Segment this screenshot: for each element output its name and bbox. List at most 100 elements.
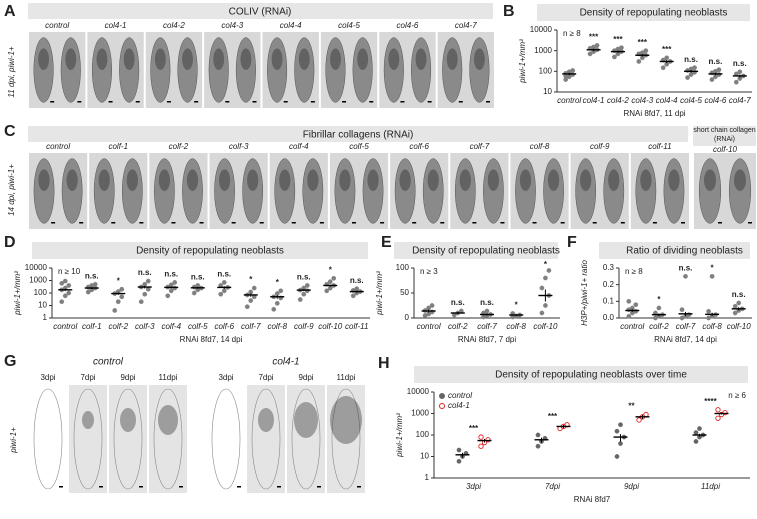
significance-label: n.s.: [138, 268, 152, 277]
y-tick-label: 100: [34, 288, 48, 297]
scale-bar: [427, 101, 432, 103]
data-point: [660, 65, 666, 71]
significance-label: *: [657, 295, 661, 304]
sample-note: n ≥ 6: [728, 391, 746, 400]
scale-bar: [500, 222, 505, 224]
specimen-signal: [96, 48, 108, 70]
x-label: RNAi 8fd7, 7 dpi: [458, 335, 516, 344]
data-point: [535, 432, 541, 438]
specimen-signal: [427, 169, 439, 191]
image-label: colf-4: [289, 142, 309, 151]
significance-label: *: [276, 278, 280, 287]
timepoint-label: 7dpi: [258, 373, 273, 382]
x-tick-label: control: [557, 96, 581, 105]
specimen-signal: [279, 169, 291, 191]
data-point: [248, 298, 254, 303]
data-point: [145, 278, 151, 284]
x-tick-label: colf-7: [676, 322, 696, 331]
specimen: [274, 158, 296, 224]
scale-bar: [50, 101, 55, 103]
x-tick-label: colf-9: [294, 322, 314, 331]
significance-label: n.s.: [217, 270, 231, 279]
image-label: col4-4: [280, 21, 302, 30]
specimen-outline: [73, 388, 103, 490]
image-frame: [69, 385, 107, 493]
significance-label: *: [711, 263, 715, 272]
significance-label: n.s.: [732, 290, 746, 299]
x-tick-label: 11dpi: [701, 482, 720, 491]
scale-bar: [560, 222, 565, 224]
sample-note: n ≥ 3: [420, 267, 438, 276]
specimen-signal: [298, 48, 310, 70]
data-point: [324, 288, 330, 294]
timepoint-label: 7dpi: [80, 373, 95, 382]
x-tick-label: col4-5: [680, 96, 702, 105]
scale-bar: [108, 101, 113, 103]
specimen-signal: [182, 48, 193, 70]
scale-bar: [199, 222, 204, 224]
data-point: [633, 308, 639, 314]
image-frame: [247, 385, 285, 493]
data-point: [693, 439, 699, 444]
specimen-signal: [487, 169, 500, 191]
x-tick-label: colf-10: [727, 322, 752, 331]
image-frame: [149, 385, 187, 493]
data-point: [478, 434, 484, 440]
specimen: [33, 158, 55, 224]
specimen: [93, 158, 115, 224]
significance-label: ***: [638, 38, 648, 47]
significance-label: ***: [548, 412, 558, 421]
y-tick-label: 10000: [530, 25, 553, 34]
image-label: colf-1: [108, 142, 128, 151]
specimen: [334, 158, 356, 224]
data-point: [62, 278, 68, 284]
specimen-outline: [153, 388, 183, 490]
specimen-signal: [126, 169, 138, 191]
significance-label: n.s.: [164, 270, 178, 279]
image-label: col4-6: [397, 21, 419, 30]
data-point: [350, 293, 356, 299]
legend-marker: [439, 393, 445, 399]
specimen-signal: [640, 169, 652, 191]
specimen-signal: [330, 48, 341, 70]
specimen-outline: [251, 388, 281, 490]
y-tick-label: 10: [420, 452, 429, 461]
data-point: [618, 441, 623, 446]
data-point: [543, 303, 548, 308]
data-point: [535, 443, 541, 449]
data-point: [251, 285, 257, 291]
specimen-signal: [734, 169, 746, 191]
significance-label: ***: [589, 33, 599, 42]
x-tick-label: colf-11: [345, 322, 368, 331]
timepoint-label: 9dpi: [120, 373, 135, 382]
data-point: [142, 291, 148, 297]
specimen: [422, 158, 444, 224]
scale-bar: [225, 101, 230, 103]
significance-label: *: [515, 301, 519, 310]
significance-label: n.s.: [733, 59, 747, 68]
data-point: [195, 283, 201, 288]
specimen-signal: [307, 169, 319, 191]
data-point: [626, 313, 632, 319]
title-box: [599, 242, 750, 259]
specimen: [362, 158, 384, 224]
data-point: [191, 290, 197, 296]
y-label: piwi-1+/mm²: [395, 413, 404, 458]
data-point: [59, 280, 65, 286]
x-tick-label: 3dpi: [466, 482, 481, 491]
x-tick-label: control: [53, 322, 77, 331]
scale-bar: [79, 222, 84, 224]
scale-bar: [259, 222, 264, 224]
scale-bar: [369, 101, 374, 103]
data-point: [297, 297, 303, 302]
scale-bar: [283, 101, 288, 103]
x-tick-label: colf-8: [702, 322, 722, 331]
panel-letter: E: [381, 234, 392, 251]
timepoint-label: 9dpi: [298, 373, 313, 382]
scale-bar: [532, 222, 537, 224]
specimen-signal: [473, 48, 485, 70]
data-point: [732, 310, 738, 316]
specimen-signal: [668, 169, 680, 191]
scale-bar: [135, 101, 140, 103]
data-point: [484, 308, 490, 314]
